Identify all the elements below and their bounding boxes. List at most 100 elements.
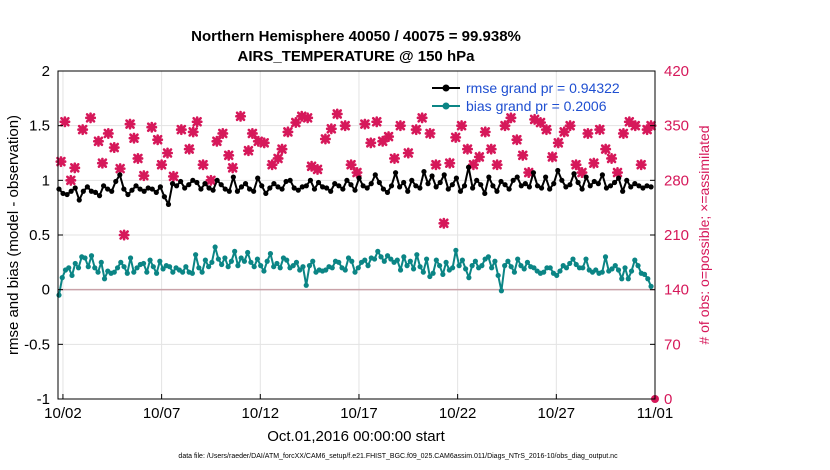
bias-series-point <box>505 258 511 264</box>
rmse-series-point <box>234 188 241 194</box>
rmse-series-point <box>125 191 131 198</box>
rmse-series-point <box>348 182 354 188</box>
bias-series-point <box>69 272 75 279</box>
bias-series-point <box>157 258 163 264</box>
bias-series-point <box>508 264 514 270</box>
obs-assimilated-marker <box>377 135 389 147</box>
rmse-series-point <box>169 181 176 187</box>
obs-assimilated-marker <box>505 112 517 124</box>
rmse-series-point <box>311 186 318 192</box>
rmse-series-point <box>84 184 90 190</box>
obs-assimilated-marker <box>517 149 529 161</box>
rmse-series-point <box>571 171 577 177</box>
obs-assimilated-marker <box>540 124 552 136</box>
bias-series-point <box>98 259 104 265</box>
rmse-series-point <box>636 183 642 189</box>
rmse-series-point <box>417 185 423 191</box>
bias-series-point <box>459 257 465 263</box>
bias-series-point <box>498 288 505 294</box>
rmse-series-point <box>259 183 265 189</box>
bias-series-point <box>101 276 108 282</box>
rmse-series-point <box>583 174 589 180</box>
rmse-series-point <box>80 188 86 194</box>
rmse-series-point <box>474 177 480 183</box>
bias-series-point <box>206 264 212 270</box>
obs-assimilated-marker <box>450 131 462 143</box>
bias-series-point <box>150 264 156 270</box>
rmse-series-point <box>421 168 427 175</box>
rmse-series-point <box>616 175 622 181</box>
rmse-series-point <box>498 178 504 185</box>
obs-assimilated-marker <box>325 123 337 135</box>
bias-series-point <box>277 265 283 271</box>
rmse-series-point <box>360 183 366 189</box>
bias-series-point <box>410 266 417 272</box>
bias-series-point <box>180 269 186 275</box>
obs-assimilated-marker <box>485 143 497 155</box>
obs-assimilated-marker <box>290 117 302 129</box>
obs-assimilated-marker <box>359 118 371 130</box>
rmse-series-point <box>555 167 561 174</box>
rmse-series-point <box>275 184 281 190</box>
rmse-series-point <box>522 181 528 187</box>
obs-assimilated-marker <box>175 124 187 136</box>
rmse-series-point <box>190 177 196 183</box>
bias-series-point <box>310 258 316 264</box>
bias-series-point <box>222 255 228 261</box>
bias-series-point <box>111 269 117 275</box>
obs-assimilated-marker <box>473 151 485 163</box>
rmse-series-point <box>186 182 192 188</box>
bias-series-point <box>196 265 202 271</box>
bias-series-point <box>635 263 641 269</box>
bias-series-point <box>628 268 635 274</box>
rmse-series-point <box>141 188 147 194</box>
bias-series-point <box>140 260 147 267</box>
rmse-series-point <box>364 185 370 191</box>
obs-assimilated-marker <box>223 149 235 161</box>
bias-series-point <box>567 260 573 267</box>
bias-series-point <box>336 259 342 265</box>
rmse-series-point <box>611 179 618 186</box>
bias-series-point <box>329 265 335 271</box>
bias-series-point <box>437 263 443 269</box>
bias-series-point <box>290 263 296 269</box>
rmse-series-point <box>230 174 236 180</box>
x-tick-label: 10/27 <box>538 405 576 422</box>
rmse-series-point <box>494 188 500 194</box>
bias-series-point <box>85 264 91 270</box>
rmse-series-point <box>457 188 464 194</box>
bias-series-point <box>384 253 391 259</box>
rmse-series-point <box>559 177 565 183</box>
rmse-series-point <box>563 184 569 190</box>
rmse-series-point <box>324 185 330 191</box>
bias-series-point <box>306 263 313 269</box>
bias-series-point <box>563 265 570 271</box>
rmse-series-point <box>218 182 224 188</box>
bias-series-point <box>323 267 329 273</box>
rmse-series-point <box>607 183 614 189</box>
obs-assimilated-marker <box>266 159 278 171</box>
bias-series-point <box>166 264 173 270</box>
bias-series-point <box>515 256 521 262</box>
rmse-series-point <box>121 186 127 192</box>
left-tick-label: 2 <box>42 63 50 80</box>
bias-series-point <box>160 266 166 272</box>
bias-series-point <box>453 247 459 253</box>
obs-assimilated-marker <box>430 159 442 171</box>
bias-series-point <box>189 270 195 276</box>
rmse-series-point <box>222 186 228 192</box>
rmse-series-point <box>145 185 151 191</box>
bias-series-point <box>215 256 221 262</box>
bias-series-point <box>342 267 348 273</box>
rmse-series-point <box>392 170 399 176</box>
rmse-series-point <box>551 181 557 187</box>
obs-assimilated-marker <box>564 120 576 132</box>
right-tick-label: 140 <box>664 282 689 299</box>
rmse-series-point <box>137 186 143 192</box>
obs-assimilated-marker <box>394 120 406 132</box>
bias-series-point <box>570 256 576 262</box>
rmse-series-point <box>397 184 403 190</box>
obs-assimilated-marker <box>138 170 150 182</box>
rmse-series-point <box>478 182 484 188</box>
obs-assimilated-marker <box>623 116 635 128</box>
